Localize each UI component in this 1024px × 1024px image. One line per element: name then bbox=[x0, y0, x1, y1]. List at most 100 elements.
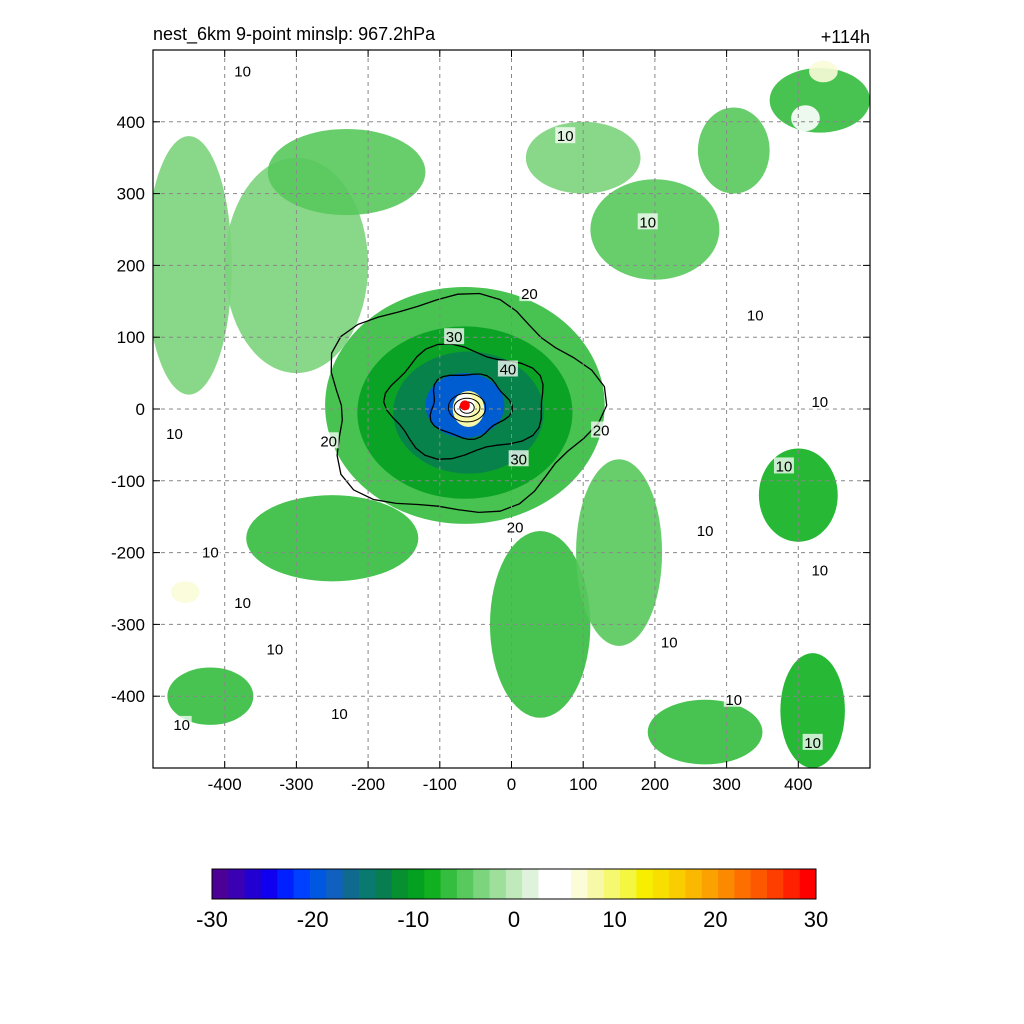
contour-label: 10 bbox=[747, 308, 764, 325]
contour-label: 20 bbox=[320, 433, 337, 450]
colorbar-tick-label: -20 bbox=[297, 907, 329, 932]
colorbar-swatch bbox=[652, 869, 670, 899]
storm-center-dot bbox=[459, 400, 470, 411]
field-feature bbox=[647, 699, 763, 765]
contour-label-bg bbox=[318, 432, 339, 449]
contour-label: 10 bbox=[811, 563, 828, 580]
colorbar-swatch bbox=[326, 869, 344, 899]
field-feature bbox=[153, 136, 232, 395]
contour-label-bg bbox=[773, 457, 794, 474]
field-feature bbox=[267, 128, 426, 216]
contour-label: 20 bbox=[593, 423, 610, 440]
contour-label-bg bbox=[164, 425, 185, 442]
x-tick-label: 400 bbox=[784, 775, 812, 794]
colorbar-swatch bbox=[391, 869, 409, 899]
y-tick-label: -300 bbox=[111, 615, 145, 634]
contour-line bbox=[447, 392, 487, 423]
colorbar-swatch bbox=[505, 869, 523, 899]
colorbar: -30 -20 -10 0 10 20 30 bbox=[196, 868, 828, 932]
contour-line bbox=[453, 397, 481, 418]
contour-label: 10 bbox=[639, 214, 656, 231]
field-feature bbox=[791, 105, 820, 132]
contour-label: 10 bbox=[557, 128, 574, 145]
colorbar-swatch bbox=[783, 869, 801, 899]
storm-center-marker bbox=[459, 400, 470, 411]
field-feature bbox=[697, 107, 770, 194]
field-feature bbox=[780, 653, 845, 768]
contour-label-bg bbox=[809, 392, 830, 409]
colorbar-swatch bbox=[424, 869, 442, 899]
colorbar-swatch bbox=[456, 869, 474, 899]
y-tick-label: 200 bbox=[117, 256, 145, 275]
contour-label: 10 bbox=[234, 64, 251, 81]
colorbar-swatch bbox=[309, 869, 327, 899]
colorbar-swatch bbox=[636, 869, 654, 899]
contour-label-bg bbox=[802, 733, 823, 750]
colorbar-swatch bbox=[701, 869, 719, 899]
y-tick-label: -200 bbox=[111, 544, 145, 563]
colorbar-swatch bbox=[620, 869, 637, 899]
colorbar-swatch bbox=[669, 869, 686, 899]
contour-label-bg bbox=[508, 450, 529, 467]
colorbar-swatch bbox=[489, 869, 507, 899]
chart-title: nest_6km 9-point minslp: 967.2hPa bbox=[153, 24, 436, 45]
field-feature bbox=[246, 495, 419, 582]
colorbar-swatch bbox=[538, 869, 556, 899]
axes: -400 -300 -200 -100 0 100 200 300 40040030020010… bbox=[111, 50, 870, 794]
contour-label: 10 bbox=[234, 595, 251, 612]
colorbar-swatch bbox=[750, 869, 768, 899]
y-tick-label: 0 bbox=[136, 400, 145, 419]
contour-label-bg bbox=[695, 522, 716, 539]
contour-line bbox=[429, 373, 513, 441]
contour-label: 10 bbox=[776, 458, 793, 475]
x-tick-label: 200 bbox=[641, 775, 669, 794]
x-tick-label: -100 bbox=[423, 775, 457, 794]
colorbar-swatch bbox=[799, 869, 817, 899]
colorbar-tick-label: 10 bbox=[602, 907, 626, 932]
y-tick-label: -100 bbox=[111, 472, 145, 491]
colorbar-swatch bbox=[375, 869, 393, 899]
contour-label: 10 bbox=[811, 394, 828, 411]
colorbar-tick-label: 20 bbox=[703, 907, 727, 932]
y-tick-label: 400 bbox=[117, 113, 145, 132]
contour-label: 10 bbox=[725, 692, 742, 709]
field-feature bbox=[758, 448, 838, 542]
contour-label: 10 bbox=[661, 634, 678, 651]
colorbar-swatch bbox=[473, 869, 491, 899]
contour-label: 10 bbox=[173, 717, 190, 734]
colorbar-swatch bbox=[571, 869, 588, 899]
contour-lines bbox=[330, 292, 608, 514]
x-tick-label: -400 bbox=[208, 775, 242, 794]
colorbar-swatch bbox=[718, 869, 735, 899]
y-tick-label: 100 bbox=[117, 328, 145, 347]
contour-label-bg bbox=[444, 328, 465, 345]
colorbar-swatch bbox=[228, 869, 246, 899]
x-tick-label: 0 bbox=[507, 775, 516, 794]
contour-label-bg bbox=[232, 593, 253, 610]
y-tick-label: -400 bbox=[111, 687, 145, 706]
colorbar-tick-label: 30 bbox=[804, 907, 828, 932]
y-tick-label: 300 bbox=[117, 185, 145, 204]
colorbar-frame bbox=[211, 868, 817, 900]
contour-label: 30 bbox=[446, 329, 463, 346]
contour-label-bg bbox=[555, 127, 576, 144]
colorbar-swatch bbox=[554, 869, 572, 899]
x-tick-label: -300 bbox=[279, 775, 313, 794]
contour-label-bg bbox=[329, 705, 350, 722]
colorbar-swatch bbox=[587, 869, 605, 899]
contour-label-bg bbox=[591, 421, 612, 438]
x-tick-label: 300 bbox=[712, 775, 740, 794]
colorbar-swatch bbox=[293, 869, 311, 899]
colorbar-swatch bbox=[212, 869, 229, 899]
colorbar-swatch bbox=[767, 869, 784, 899]
contour-label-bg bbox=[745, 306, 766, 323]
x-tick-label: -200 bbox=[351, 775, 385, 794]
contour-line bbox=[330, 292, 608, 514]
contour-label-bg bbox=[809, 561, 830, 578]
colorbar-swatch bbox=[522, 869, 539, 899]
contour-label: 30 bbox=[510, 451, 527, 468]
colorbar-swatch bbox=[407, 869, 425, 899]
contour-label-bg bbox=[232, 62, 253, 79]
colorbar-tick-label: 0 bbox=[508, 907, 520, 932]
